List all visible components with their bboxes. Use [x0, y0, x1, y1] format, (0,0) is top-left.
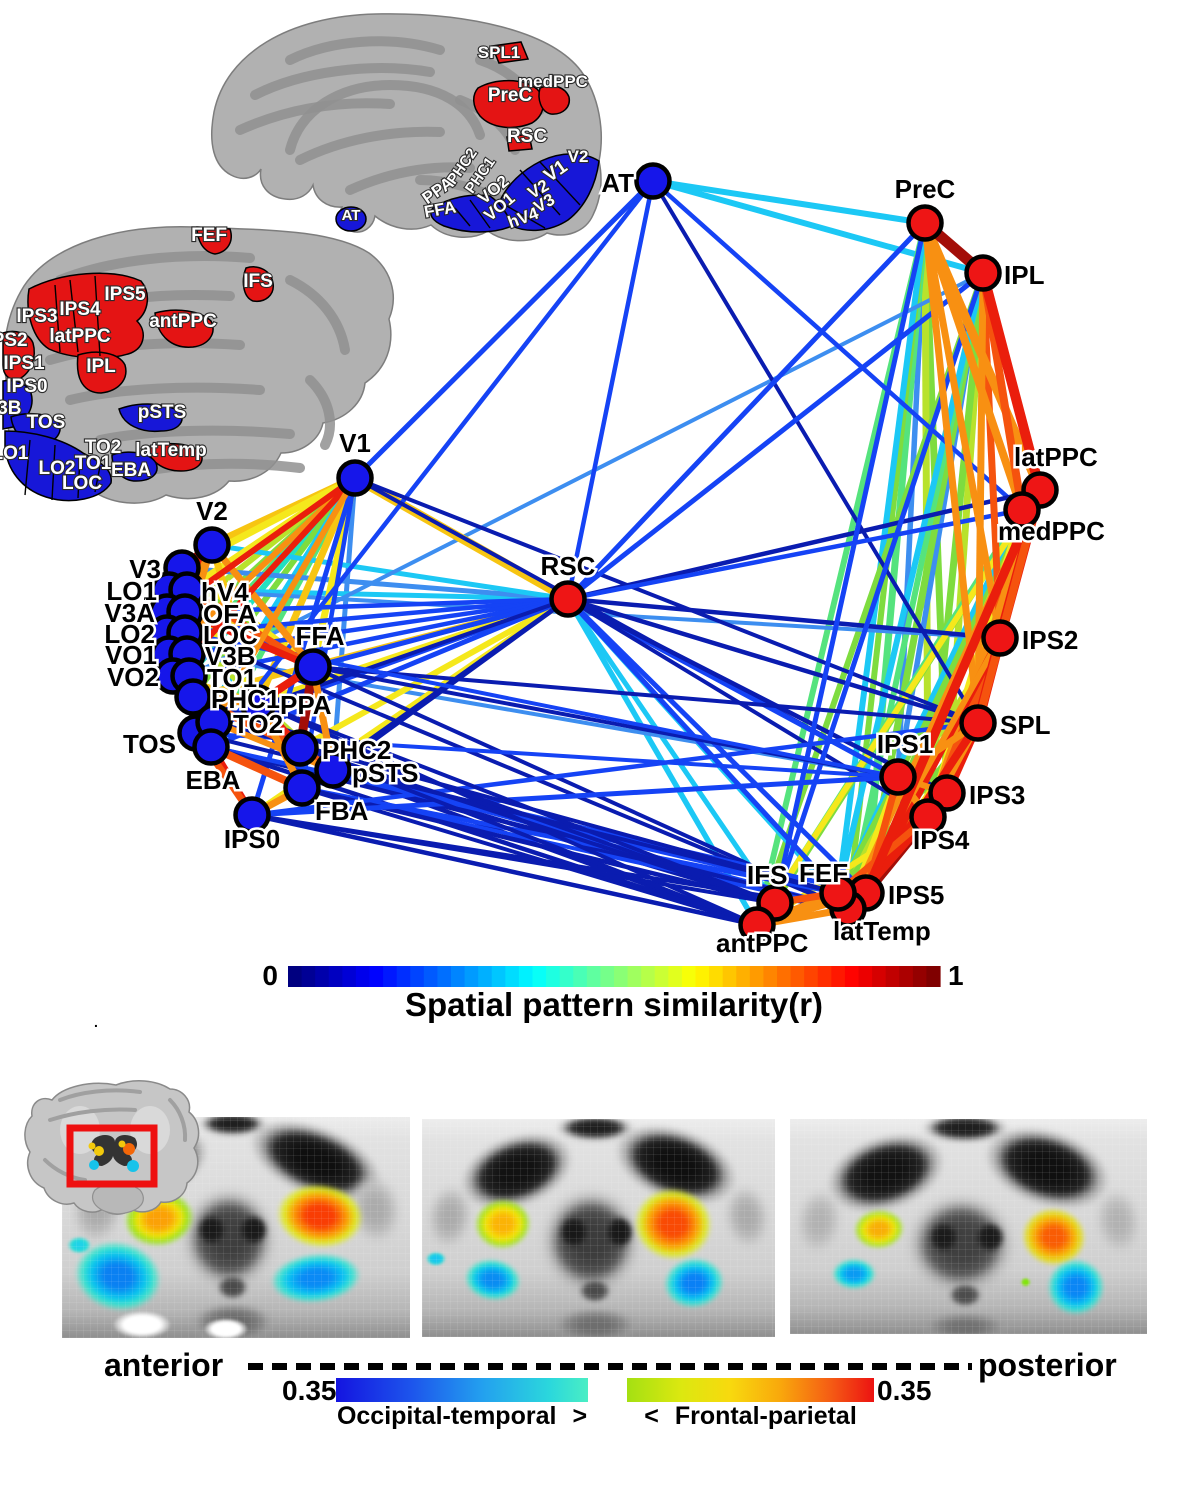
frontal-parietal-caption-text: Frontal-parietal [674, 1402, 857, 1430]
anatomy-blob [549, 1306, 641, 1337]
anatomy-blob [238, 1117, 394, 1220]
anatomy-blob [450, 1119, 584, 1225]
less-than-arrow: < [644, 1402, 659, 1430]
activation-blob [1042, 1254, 1109, 1320]
anatomy-blob [215, 1273, 250, 1301]
anatomy-blob [342, 1168, 408, 1251]
middle-slice [422, 1119, 775, 1337]
occipital-temporal-threshold: 0.35 [282, 1375, 337, 1406]
anatomy-blob [195, 1213, 228, 1247]
activation-blob [1020, 1278, 1031, 1287]
activation-blob [832, 1258, 876, 1289]
frontal-parietal-colorbar [627, 1378, 874, 1402]
activation-blob [268, 1249, 364, 1308]
activation-blob [425, 1250, 447, 1267]
posterior-slice [790, 1119, 1147, 1334]
anatomy-blob [947, 1282, 983, 1309]
anatomy-blob [927, 1221, 960, 1254]
anatomy-blob [974, 1119, 1120, 1225]
anatomy-blob [422, 1179, 480, 1256]
anatomy-blob [1088, 1182, 1147, 1262]
frontal-parietal-caption: < Frontal-parietal [617, 1402, 884, 1431]
anatomy-blob [64, 1168, 130, 1251]
anatomy-blob [542, 1188, 641, 1294]
activation-blob [461, 1255, 524, 1305]
anatomy-blob [603, 1214, 636, 1250]
anterior-label: anterior [104, 1347, 224, 1383]
anatomy-blob [577, 1278, 613, 1305]
anatomy-blob [907, 1194, 1015, 1294]
greater-than-arrow: > [572, 1402, 588, 1430]
activation-blob [852, 1207, 906, 1251]
occipital-temporal-caption: Occipital-temporal > [326, 1402, 598, 1431]
anatomy-blob [922, 1119, 1008, 1142]
anatomy-blob [197, 1117, 268, 1136]
anatomy-blob [182, 1187, 277, 1290]
occipital-temporal-caption-text: Occipital-temporal [336, 1402, 557, 1430]
anatomy-blob [237, 1213, 270, 1247]
posterior-label: posterior [978, 1347, 1117, 1383]
anatomy-blob [557, 1214, 590, 1250]
stray-dot: . [94, 1014, 98, 1030]
anatomy-blob [918, 1310, 1012, 1334]
activation-blob [121, 1186, 198, 1251]
anatomy-blob [790, 1182, 849, 1262]
frontal-parietal-threshold: 0.35 [877, 1375, 932, 1406]
occipital-temporal-colorbar [336, 1378, 588, 1402]
anatomy-blob [817, 1119, 956, 1227]
activation-blob [1018, 1204, 1091, 1271]
activation-blob [660, 1253, 727, 1312]
anatomy-blob [604, 1119, 749, 1221]
anatomy-blob [202, 1318, 249, 1338]
activation-blob [67, 1236, 92, 1255]
anatomy-blob [973, 1221, 1006, 1254]
anatomy-blob [112, 1310, 172, 1338]
activation-blob [68, 1233, 168, 1319]
anatomy-blob [85, 1117, 220, 1219]
anatomy-blob [717, 1179, 775, 1256]
anterior-posterior-dashes [248, 1363, 972, 1370]
activation-blob [272, 1180, 367, 1253]
anterior-slice [62, 1117, 410, 1338]
anatomy-blob [187, 1300, 278, 1338]
activation-blob [629, 1182, 717, 1265]
activation-blob [472, 1196, 534, 1252]
anatomy-blob [556, 1119, 634, 1141]
